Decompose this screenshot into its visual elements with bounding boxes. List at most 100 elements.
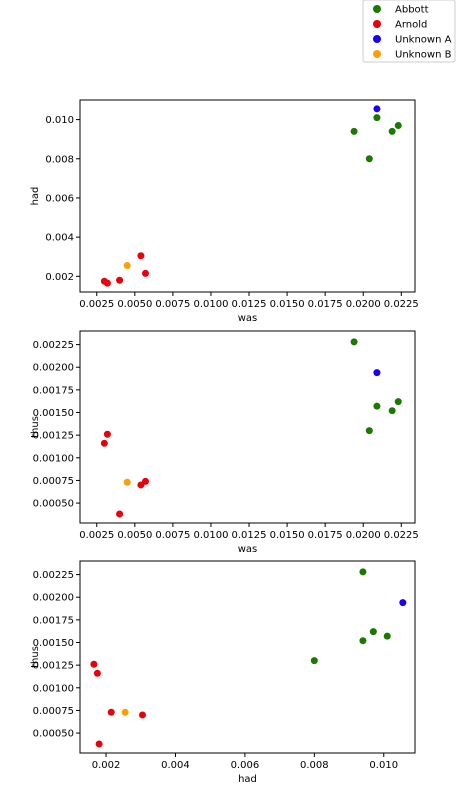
data-point — [350, 127, 358, 135]
x-tick-label: 0.0150 — [270, 299, 305, 310]
series-unknown-a — [399, 599, 407, 607]
legend-marker-unknown-b — [373, 50, 381, 58]
data-point — [373, 105, 381, 113]
y-tick-label: 0.00175 — [33, 385, 74, 396]
x-tick-label: 0.0225 — [384, 299, 419, 310]
x-tick-label: 0.0050 — [117, 530, 152, 541]
y-axis-label: thus — [30, 416, 41, 438]
data-point — [388, 127, 396, 135]
data-point — [95, 740, 103, 748]
y-tick-label: 0.00100 — [33, 453, 74, 464]
x-tick-label: 0.0075 — [155, 299, 190, 310]
y-tick-label: 0.002 — [45, 272, 74, 283]
y-tick-label: 0.00175 — [33, 615, 74, 626]
series-unknown-b — [123, 478, 131, 486]
data-point — [394, 398, 402, 406]
x-tick-label: 0.006 — [231, 760, 260, 771]
x-tick-label: 0.0025 — [79, 299, 114, 310]
data-point — [103, 279, 111, 287]
data-point — [383, 632, 391, 640]
y-tick-label: 0.00075 — [33, 706, 74, 717]
data-point — [123, 262, 131, 270]
y-tick-label: 0.010 — [45, 115, 74, 126]
y-tick-label: 0.00100 — [33, 683, 74, 694]
y-tick-label: 0.00200 — [33, 593, 74, 604]
y-tick-label: 0.00125 — [33, 661, 74, 672]
data-point — [103, 430, 111, 438]
y-tick-label: 0.00125 — [33, 431, 74, 442]
y-tick-label: 0.006 — [45, 193, 74, 204]
series-arnold — [90, 660, 146, 748]
data-point — [138, 711, 146, 719]
y-tick-label: 0.004 — [45, 233, 74, 244]
data-point — [141, 269, 149, 277]
series-abbott — [350, 338, 402, 435]
data-point — [107, 708, 115, 716]
scatter-panel-1: 0.0025 0.0050 0.0075 0.0100 0.0125 0.0150 0.01… — [30, 99, 419, 324]
series-arnold — [100, 430, 149, 518]
x-tick-label: 0.0100 — [193, 299, 228, 310]
x-tick-label: 0.008 — [300, 760, 329, 771]
data-point — [137, 252, 145, 260]
data-point — [90, 660, 98, 668]
data-point — [388, 407, 396, 415]
y-tick-label: 0.00225 — [33, 570, 74, 581]
data-point — [369, 628, 377, 636]
data-point — [141, 477, 149, 485]
x-tick-label: 0.0050 — [117, 299, 152, 310]
plot-frame — [79, 560, 416, 754]
data-point — [116, 510, 124, 518]
plot-frame — [79, 99, 416, 293]
series-abbott — [310, 568, 391, 665]
y-tick-label: 0.00150 — [33, 408, 74, 419]
y-tick-label: 0.00050 — [33, 729, 74, 740]
series-unknown-b — [123, 262, 131, 270]
series-unknown-a — [373, 369, 381, 377]
x-tick-label: 0.0075 — [155, 530, 190, 541]
data-point — [373, 402, 381, 410]
data-point — [123, 478, 131, 486]
y-tick-label: 0.00200 — [33, 363, 74, 374]
y-tick-label: 0.00150 — [33, 638, 74, 649]
x-tick-label: 0.0200 — [346, 299, 381, 310]
data-point — [93, 669, 101, 677]
data-point — [359, 568, 367, 576]
series-unknown-b — [121, 708, 129, 716]
series-abbott — [350, 114, 402, 163]
data-point — [350, 338, 358, 346]
y-tick-label: 0.00075 — [33, 476, 74, 487]
x-tick-label: 0.0125 — [232, 299, 267, 310]
x-tick-label: 0.0150 — [270, 530, 305, 541]
legend-label-unknown-b: Unknown B — [395, 50, 452, 61]
data-point — [359, 637, 367, 645]
x-axis-label: was — [238, 313, 258, 324]
data-point — [121, 708, 129, 716]
series-unknown-a — [373, 105, 381, 113]
x-tick-label: 0.0225 — [384, 530, 419, 541]
scatter-panel-3: 0.002 0.004 0.006 0.008 0.010 0.00050 0.00075 0… — [30, 560, 416, 785]
data-point — [310, 657, 318, 665]
x-tick-label: 0.0100 — [193, 530, 228, 541]
y-tick-label: 0.008 — [45, 154, 74, 165]
x-tick-label: 0.010 — [369, 760, 398, 771]
x-tick-label: 0.0175 — [308, 299, 343, 310]
legend-label-arnold: Arnold — [395, 20, 427, 31]
y-axis-label: had — [30, 187, 41, 206]
x-axis-label: had — [238, 774, 257, 785]
legend-marker-arnold — [373, 20, 381, 28]
legend: Abbott Arnold Unknown A Unknown B — [362, 0, 456, 63]
chart-panels: 0.0025 0.0050 0.0075 0.0100 0.0125 0.0150 0.01… — [30, 99, 419, 785]
plot-frame — [79, 330, 416, 524]
x-tick-label: 0.0125 — [232, 530, 267, 541]
x-axis-label: was — [238, 544, 258, 555]
y-tick-label: 0.00225 — [33, 340, 74, 351]
data-point — [399, 599, 407, 607]
x-tick-label: 0.0200 — [346, 530, 381, 541]
data-point — [365, 427, 373, 435]
x-tick-label: 0.002 — [92, 760, 121, 771]
data-point — [116, 276, 124, 284]
legend-label-unknown-a: Unknown A — [395, 35, 452, 46]
data-point — [100, 439, 108, 447]
series-arnold — [100, 252, 149, 287]
